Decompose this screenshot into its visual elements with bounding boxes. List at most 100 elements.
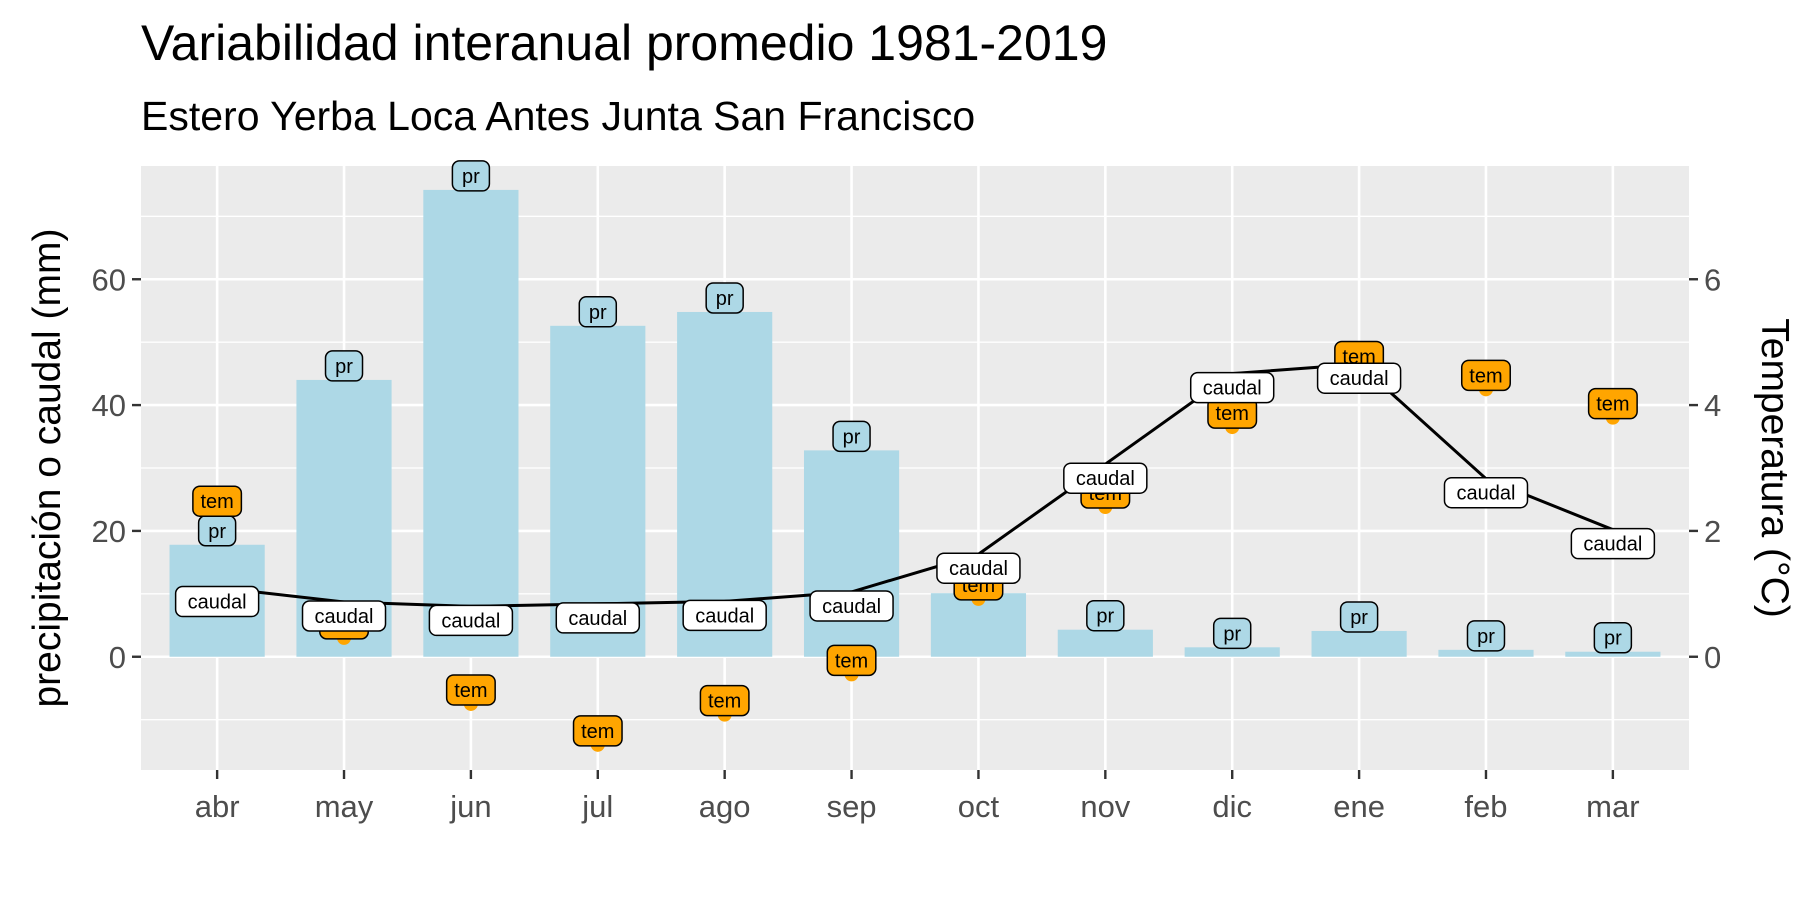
x-tick-label-ago: ago [699,789,751,824]
bar-mar [1565,651,1661,657]
y2-tick-label: 2 [1704,514,1721,549]
pr-label-nov-box [1086,599,1125,632]
x-tick-label-ene: ene [1333,789,1385,824]
tem-label-mar: tem [1587,387,1638,420]
caudal-label-ene: caudal [1316,362,1402,394]
caudal-label-oct-box [936,552,1021,584]
tem-label-dic: tem [1207,397,1258,429]
pr-label-sep-box [832,420,871,453]
tem-label-feb: tem [1460,359,1511,392]
tem-label-abr-text: tem [200,491,233,513]
caudal-label-sep-box [809,590,894,622]
tem-label-ago: tem [699,684,750,717]
tem-label-jun-text: tem [454,680,487,702]
pr-label-abr-text: pr [208,521,226,543]
caudal-label-nov-box [1063,462,1148,494]
x-tick-label-nov: nov [1080,789,1130,824]
caudal-label-may: caudal [301,600,387,632]
pr-label-ago-text: pr [716,288,734,310]
pr-label-feb: pr [1466,620,1506,652]
pr-label-jun-box [451,160,491,192]
point-labels: prprprprprprprprprprprprtemtemtemtemtemt… [174,160,1656,747]
pr-label-jul: pr [578,296,618,328]
caudal-label-abr: caudal [174,585,260,618]
pr-label-abr: pr [197,515,237,547]
caudal-label-ene-box [1316,362,1402,394]
caudal-label-dic-text: caudal [1203,378,1262,400]
tem-label-mar-box [1587,387,1638,420]
pr-label-mar-box [1593,621,1633,654]
y2-tick-label: 6 [1704,262,1721,297]
pr-label-jun: pr [451,160,491,192]
pr-label-may-box [324,350,364,382]
caudal-label-may-text: caudal [315,606,374,628]
y-tick-label: 20 [92,514,126,549]
chart-subtitle: Estero Yerba Loca Antes Junta San Franci… [141,93,975,139]
tem-label-jul-box [572,715,623,747]
bar-jun [423,189,519,657]
tem-label-ago-box [699,684,750,717]
caudal-label-jul: caudal [555,602,641,634]
caudal-label-sep-text: caudal [822,596,881,618]
tem-label-jun-box [445,674,496,706]
y-tick-label: 0 [109,640,126,675]
pr-label-dic: pr [1212,617,1252,650]
bar-jul [550,325,646,657]
x-tick-label-mar: mar [1586,789,1639,824]
pr-label-nov-text: pr [1096,606,1114,628]
caudal-label-abr-box [174,585,260,618]
pr-label-ene-text: pr [1350,607,1368,629]
tem-label-mar-text: tem [1596,394,1629,416]
caudal-label-oct: caudal [936,552,1021,584]
pr-label-ago: pr [705,282,744,314]
tem-label-jul-text: tem [581,721,614,743]
y2-tick-label: 0 [1704,640,1721,675]
caudal-label-jul-text: caudal [568,608,627,630]
caudal-label-jun-text: caudal [441,610,500,632]
x-tick-label-feb: feb [1464,789,1507,824]
caudal-label-ago-text: caudal [695,605,754,627]
pr-label-jul-box [578,296,618,328]
y-axis-title: precipitación o caudal (mm) [26,228,69,707]
tem-label-jun: tem [445,674,496,706]
tem-label-feb-box [1460,359,1511,392]
bar-nov [1057,629,1153,657]
pr-label-jun-text: pr [462,166,480,188]
tem-label-sep-text: tem [835,650,868,672]
pr-label-may: pr [324,350,364,382]
pr-label-sep: pr [832,420,871,453]
bar-dic [1184,647,1280,657]
tem-label-abr: tem [192,485,243,517]
caudal-label-jul-box [555,602,641,634]
pr-label-mar-text: pr [1604,628,1622,650]
pr-label-dic-text: pr [1223,623,1241,645]
caudal-label-feb-box [1443,476,1529,509]
x-tick-label-jul: jul [581,789,613,824]
pr-label-dic-box [1212,617,1252,650]
x-tick-label-abr: abr [195,789,240,824]
pr-label-mar: pr [1593,621,1633,654]
x-tick-label-may: may [315,789,374,824]
pr-label-ene-box [1339,601,1379,633]
y2-axis-title: Temperatura (°C) [1753,318,1796,618]
x-tick-label-sep: sep [827,789,877,824]
caudal-label-ene-text: caudal [1330,368,1389,390]
pr-label-feb-box [1466,620,1506,652]
tem-label-ago-text: tem [708,691,741,713]
caudal-label-may-box [301,600,387,632]
caudal-label-sep: caudal [809,590,894,622]
axes: 0 20 40 60 0 2 4 6 abr may jun jul ago sep oct nov dic en… [92,262,1722,824]
caudal-label-mar-box [1570,527,1656,560]
bar-sep [803,450,900,657]
pr-label-ago-box [705,282,744,314]
caudal-label-mar-text: caudal [1583,534,1642,556]
x-tick-label-oct: oct [958,789,1000,824]
caudal-label-nov: caudal [1063,462,1148,494]
chart-title: Variabilidad interanual promedio 1981-20… [141,15,1107,71]
tem-label-jul: tem [572,715,623,747]
x-tick-label-jun: jun [449,789,491,824]
caudal-label-dic: caudal [1189,371,1275,404]
tem-label-sep: tem [826,644,877,677]
pr-label-nov: pr [1086,599,1125,632]
